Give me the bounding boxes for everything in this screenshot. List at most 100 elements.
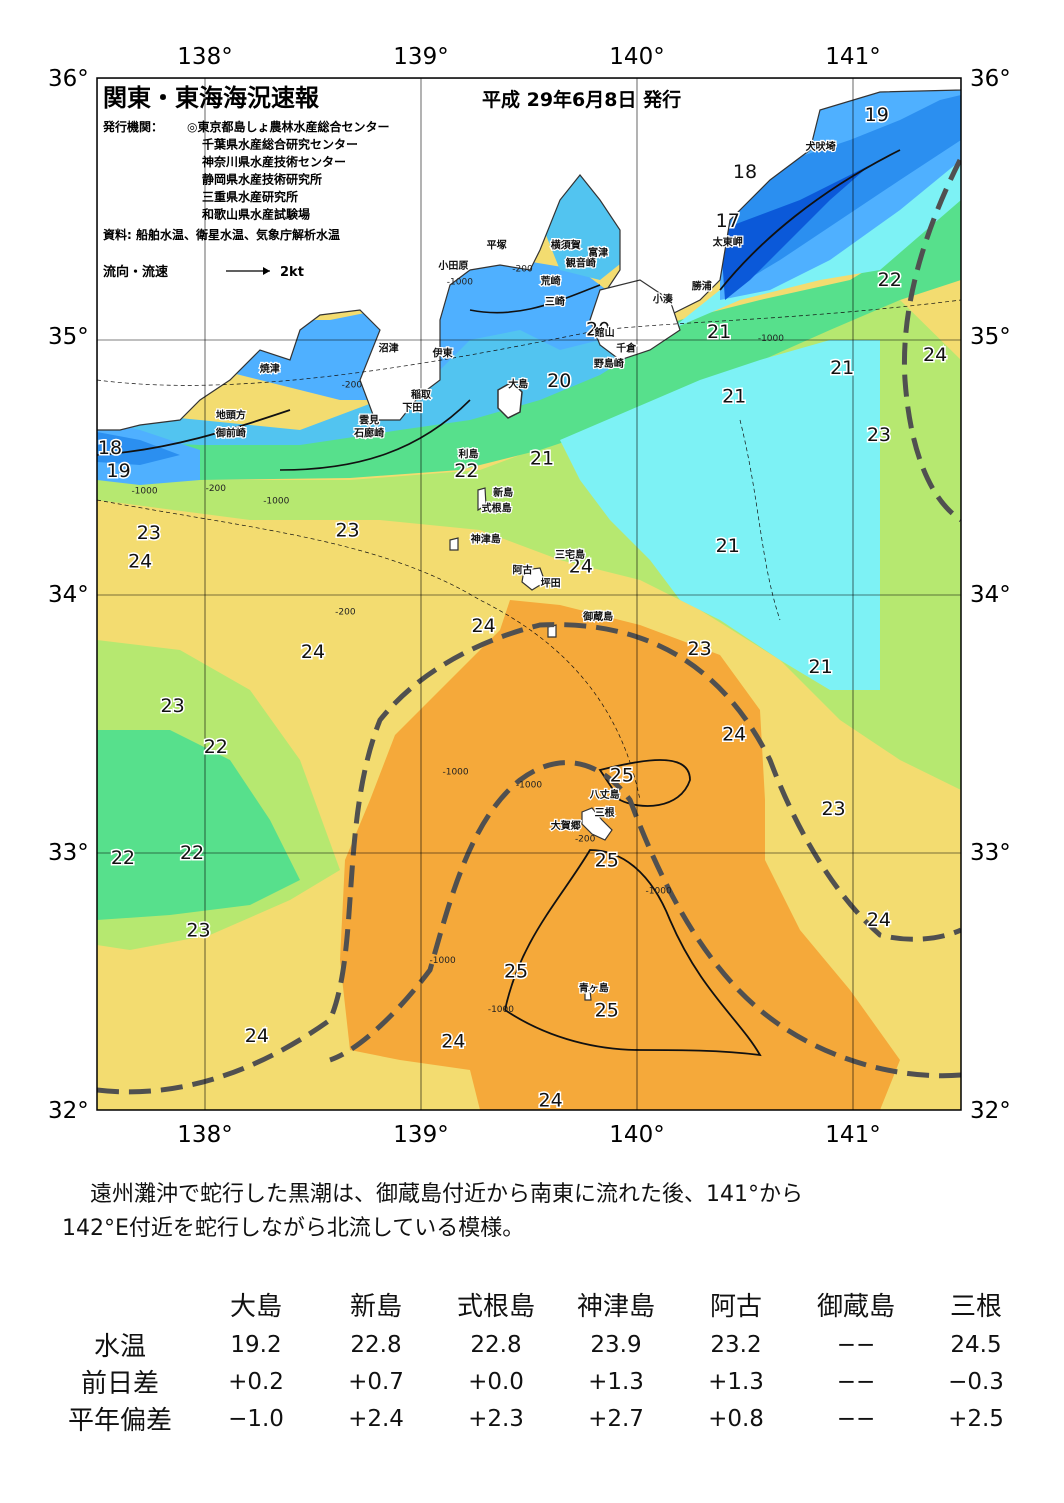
column-header: 阿古: [709, 1291, 762, 1322]
depth-label: -200: [342, 381, 363, 391]
lat-label-right: 32°: [970, 1098, 1011, 1124]
table-cell: 23.2: [710, 1331, 762, 1358]
temperature-label: 22: [878, 269, 902, 291]
summary-line-1: 遠州灘沖で蛇行した黒潮は、御蔵島付近から南東に流れた後、141°から: [90, 1182, 803, 1207]
place-label: 館山: [594, 326, 615, 339]
temperature-label: 24: [472, 615, 496, 637]
table-row: 水温 19.2 22.8 22.8 23.9 23.2 −− 24.5: [44, 1326, 1036, 1363]
temperature-label: 19: [865, 104, 889, 126]
place-label: 御前崎: [215, 427, 246, 440]
table-cell: 22.8: [350, 1331, 402, 1358]
depth-label: -1000: [758, 334, 784, 344]
issuer-item: ◎東京都島しょ農林水産総合センター: [187, 119, 389, 134]
map-title: 関東・東海海況速報: [103, 84, 320, 112]
temperature-label: 25: [595, 850, 619, 872]
temperature-label: 21: [809, 656, 833, 678]
place-label: 下田: [402, 402, 422, 414]
place-label: 横須賀: [551, 238, 581, 251]
table-cell: +1.3: [708, 1368, 764, 1395]
place-label: 阿古: [513, 563, 533, 576]
place-label: 太東岬: [712, 236, 743, 249]
temperature-label: 22: [454, 460, 478, 482]
lat-label-left: 35°: [48, 324, 89, 350]
place-label: 千倉: [616, 341, 637, 354]
temperature-label: 20: [547, 370, 571, 392]
issuer-item: 千葉県水産総合研究センター: [202, 137, 358, 152]
issuer-list: ◎東京都島しょ農林水産総合センター千葉県水産総合研究センター神奈川県水産技術セン…: [187, 119, 389, 222]
lon-label-bottom: 141°: [825, 1122, 880, 1148]
table-corner: [44, 1282, 196, 1326]
place-label: 富津: [588, 246, 608, 259]
place-label: 犬吠埼: [806, 140, 836, 153]
land-miyake: [521, 567, 546, 591]
table-cell: +0.7: [348, 1368, 404, 1395]
temperature-label: 24: [569, 556, 593, 578]
legend-speed: 2kt: [280, 265, 304, 280]
depth-label: -200: [206, 484, 227, 494]
depth-label: -1000: [447, 277, 473, 287]
zone-22-sw: [97, 730, 300, 920]
table-cell: −−: [836, 1331, 876, 1358]
temperature-label: 23: [137, 522, 161, 544]
depth-label: -200: [512, 265, 533, 275]
place-label: 勝浦: [692, 280, 712, 293]
place-label: 野島崎: [594, 357, 624, 370]
column-header: 大島: [229, 1291, 282, 1322]
place-label: 焼津: [260, 362, 280, 375]
summary-line-2: 142°E付近を蛇行しながら北流している模様。: [62, 1216, 525, 1241]
depth-label: -1000: [131, 486, 157, 496]
table-row: 平年偏差 −1.0 +2.4 +2.3 +2.7 +0.8 −− +2.5: [44, 1400, 1036, 1437]
issuer-item: 神奈川県水産技術センター: [202, 154, 346, 169]
depth-label: -1000: [442, 768, 468, 778]
table-cell: 23.9: [590, 1331, 642, 1358]
temperature-label: 17: [716, 210, 740, 232]
row-label: 平年偏差: [67, 1406, 172, 1436]
lat-label-left: 34°: [48, 582, 89, 608]
temperature-label: 21: [830, 357, 854, 379]
zone-18-w: [97, 432, 180, 465]
column-header: 三根: [949, 1291, 1002, 1322]
table-cell: 19.2: [230, 1331, 282, 1358]
table-cell: +2.7: [588, 1405, 644, 1432]
place-label: 三根: [595, 806, 615, 819]
table-cell: +2.4: [348, 1405, 404, 1432]
map-canvas: 138° 138° 139° 139° 140° 140° 141° 141° 36° 36° 35…: [48, 44, 1011, 1148]
place-label: 荒崎: [540, 274, 561, 287]
zone-17-ne: [720, 165, 870, 300]
lon-label-top: 140°: [609, 44, 664, 70]
temperature-label: 24: [539, 1090, 563, 1112]
row-label: 水温: [93, 1332, 146, 1362]
legend-label: 流向・流速: [103, 264, 168, 280]
temperature-label: 21: [716, 535, 740, 557]
depth-label: -1000: [516, 781, 542, 791]
place-label: 大島: [508, 378, 528, 391]
table-cell: 24.5: [950, 1331, 1002, 1358]
zone-21: [560, 340, 880, 690]
depth-label: -1000: [263, 497, 289, 507]
column-header: 御蔵島: [816, 1291, 895, 1322]
place-label: 利島: [459, 447, 479, 460]
sea-temperature-map: 138° 138° 139° 139° 140° 140° 141° 141° 36° 36° 35…: [48, 44, 1011, 1148]
temperature-label: 24: [441, 1030, 465, 1052]
lat-label-left: 36°: [48, 66, 89, 92]
lat-label-left: 33°: [48, 840, 89, 866]
lon-label-top: 141°: [825, 44, 880, 70]
table-cell: +1.3: [588, 1368, 644, 1395]
land-aogashima: [584, 989, 592, 1001]
place-label: 大賀郷: [551, 819, 581, 832]
place-label: 平塚: [487, 238, 507, 251]
land-oshima: [497, 381, 523, 419]
table-cell: +0.0: [468, 1368, 524, 1395]
summary-note: 遠州灘沖で蛇行した黒潮は、御蔵島付近から南東に流れた後、141°から 142°E…: [62, 1178, 1022, 1246]
place-label: 御蔵島: [582, 610, 613, 623]
temperature-label: 23: [161, 695, 185, 717]
temperature-field: [97, 78, 961, 1110]
place-label: 観音崎: [566, 256, 596, 269]
place-label: 神津島: [471, 532, 501, 545]
lon-label-bottom: 140°: [609, 1122, 664, 1148]
temperature-label: 20: [586, 318, 610, 340]
column-header: 神津島: [576, 1291, 655, 1322]
table-header-row: 大島 新島 式根島 神津島 阿古 御蔵島 三根: [44, 1282, 1036, 1326]
land-honshu: [97, 78, 961, 431]
